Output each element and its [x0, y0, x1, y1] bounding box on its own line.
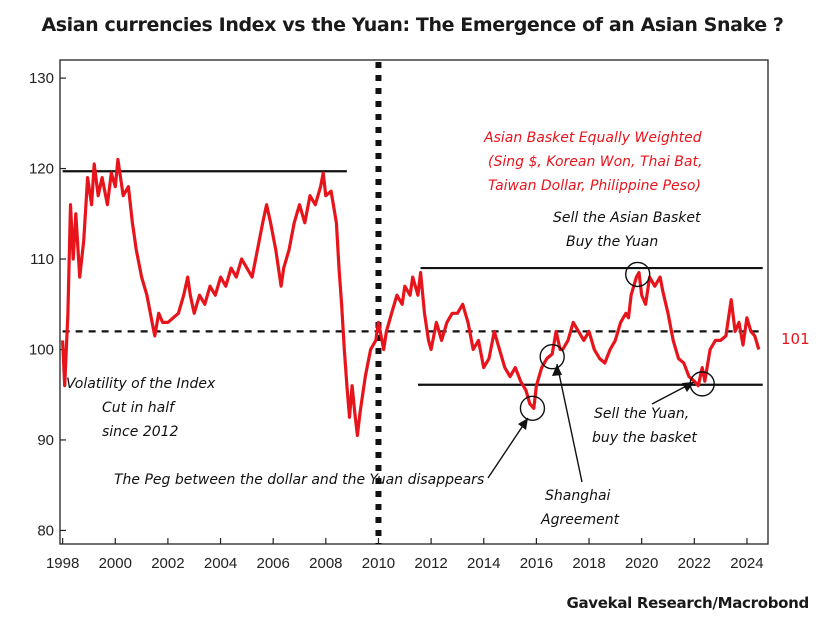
x-tick-label: 2018	[572, 555, 605, 572]
x-tick-label: 2014	[467, 555, 500, 572]
shanghai-arrow	[556, 363, 583, 483]
sell-yuan-annotation-1: Sell the Yuan,	[594, 406, 689, 422]
x-tick-label: 2010	[362, 555, 395, 572]
shanghai-arrowhead	[552, 364, 562, 376]
reference-lines	[62, 62, 763, 544]
x-tick-label: 2008	[309, 555, 342, 572]
volatility-annotation-3: since 2012	[102, 424, 179, 440]
highlight-circle	[625, 261, 651, 288]
last-value-label: 101	[781, 330, 810, 348]
basket-annotation-1: Asian Basket Equally Weighted	[483, 130, 702, 146]
x-tick-label: 2022	[678, 555, 711, 572]
y-tick-label: 110	[30, 251, 54, 268]
y-tick-label: 130	[29, 70, 54, 87]
peg-arrow	[487, 417, 529, 479]
y-tick-label: 120	[29, 161, 54, 178]
series-line	[61, 157, 761, 437]
peg-annotation: The Peg between the dollar and the Yuan …	[114, 472, 484, 488]
y-tick-label: 80	[37, 522, 54, 539]
x-tick-label: 2016	[520, 555, 553, 572]
x-tick-label: 2004	[204, 555, 237, 572]
basket-annotation-3: Taiwan Dollar, Philippine Peso)	[488, 178, 701, 194]
sell-basket-annotation-2: Buy the Yuan	[566, 234, 658, 250]
x-tick-label: 2000	[99, 555, 132, 572]
plot-frame	[59, 59, 769, 545]
highlight-circle	[519, 395, 546, 421]
source-credit: Gavekal Research/Macrobond	[566, 594, 809, 612]
x-tick-label: 2006	[257, 555, 290, 572]
y-tick-label: 90	[37, 432, 54, 449]
shanghai-annotation-2: Agreement	[540, 512, 620, 528]
x-tick-label: 2002	[151, 555, 184, 572]
highlight-circle	[539, 344, 565, 370]
x-axis: 1998 2000 2002 2004 2006 2008 2010 2012 2014 2016…	[46, 538, 764, 572]
shanghai-annotation-1: Shanghai	[545, 488, 611, 504]
sell-basket-annotation-1: Sell the Asian Basket	[553, 210, 701, 226]
sell-yuan-annotation-2: buy the basket	[592, 430, 697, 446]
y-tick-label: 100	[29, 341, 54, 358]
y-axis: 80 90 100 110 120 130	[29, 70, 66, 539]
x-tick-label: 1998	[46, 555, 79, 572]
highlight-circles	[519, 261, 715, 421]
x-tick-label: 2020	[625, 555, 658, 572]
sell-yuan-arrowhead	[682, 382, 694, 392]
volatility-annotation-1: Volatility of the Index	[66, 376, 216, 392]
x-tick-label: 2012	[414, 555, 447, 572]
annotation-arrows	[487, 363, 695, 483]
x-tick-label: 2024	[730, 555, 763, 572]
peg-arrowhead	[518, 418, 528, 430]
basket-annotation-2: (Sing $, Korean Won, Thai Bat,	[488, 154, 702, 170]
chart-title: Asian currencies Index vs the Yuan: The …	[41, 14, 784, 36]
volatility-annotation-2: Cut in half	[102, 400, 176, 416]
